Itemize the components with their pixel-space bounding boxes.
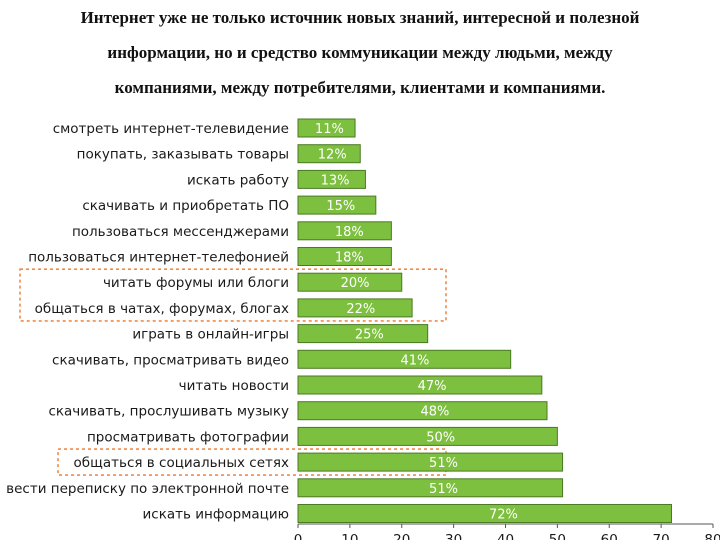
data-label: 51% <box>429 482 458 497</box>
bar <box>297 298 413 318</box>
bar <box>297 401 548 421</box>
category-label: пользоваться интернет-телефонией <box>28 250 289 266</box>
category-label: читать новости <box>179 378 289 394</box>
x-tick-label: 30 <box>445 532 462 540</box>
x-tick-label: 0 <box>294 532 303 540</box>
category-label: скачивать, прослушивать музыку <box>48 404 289 420</box>
category-label: покупать, заказывать товары <box>77 147 289 163</box>
bar <box>297 118 356 138</box>
page-heading: Интернет уже не только источник новых зн… <box>8 0 712 105</box>
data-label: 41% <box>401 353 430 368</box>
heading-line-2: информации, но и средство коммуникации м… <box>107 43 613 62</box>
bar <box>297 375 543 395</box>
bar <box>297 272 403 292</box>
data-label: 18% <box>335 225 364 240</box>
category-label: общаться в чатах, форумах, блогах <box>35 301 289 317</box>
data-label: 13% <box>321 173 350 188</box>
data-label: 18% <box>335 251 364 266</box>
x-tick-label: 80 <box>704 532 720 540</box>
data-label: 72% <box>489 508 518 523</box>
x-tick-label: 10 <box>341 532 358 540</box>
highlight-box <box>57 448 447 476</box>
x-tick-label: 20 <box>393 532 410 540</box>
category-label: искать работу <box>187 172 289 188</box>
data-label: 22% <box>346 302 375 317</box>
data-label: 51% <box>429 456 458 471</box>
x-tick-label: 60 <box>601 532 618 540</box>
bar <box>297 195 377 215</box>
data-label: 15% <box>326 199 355 214</box>
data-label: 25% <box>355 328 384 343</box>
heading-line-1: Интернет уже не только источник новых зн… <box>80 8 640 27</box>
category-label: скачивать и приобретать ПО <box>82 198 289 214</box>
category-label: читать форумы или блоги <box>103 275 289 291</box>
data-label: 12% <box>318 148 347 163</box>
bar <box>297 426 558 446</box>
category-label: скачивать, просматривать видео <box>52 352 289 368</box>
x-tick-label: 70 <box>653 532 670 540</box>
bar <box>297 504 672 523</box>
category-label: общаться в социальных сетях <box>74 455 289 471</box>
category-label: пользоваться мессенджерами <box>72 224 289 240</box>
bar <box>297 247 392 266</box>
data-label: 50% <box>426 430 455 445</box>
category-label: играть в онлайн-игры <box>132 327 289 343</box>
x-tick-label: 40 <box>497 532 514 540</box>
category-label: смотреть интернет-телевидение <box>53 121 289 137</box>
bar <box>297 324 429 344</box>
data-label: 48% <box>420 405 449 420</box>
bar <box>297 452 564 472</box>
bar <box>297 144 361 164</box>
bar <box>297 349 512 369</box>
highlight-box <box>19 268 447 322</box>
data-label: 20% <box>341 276 370 291</box>
data-label: 11% <box>315 122 344 137</box>
heading-line-3: компаниями, между потребителями, клиента… <box>114 78 606 97</box>
category-label: искать информацию <box>143 507 290 523</box>
bar <box>297 221 392 241</box>
data-label: 47% <box>418 379 447 394</box>
x-tick-label: 50 <box>549 532 566 540</box>
category-label: вести переписку по электронной почте <box>6 481 289 497</box>
category-label: просматривать фотографии <box>87 429 289 445</box>
bar <box>297 169 366 189</box>
bar <box>297 478 564 498</box>
